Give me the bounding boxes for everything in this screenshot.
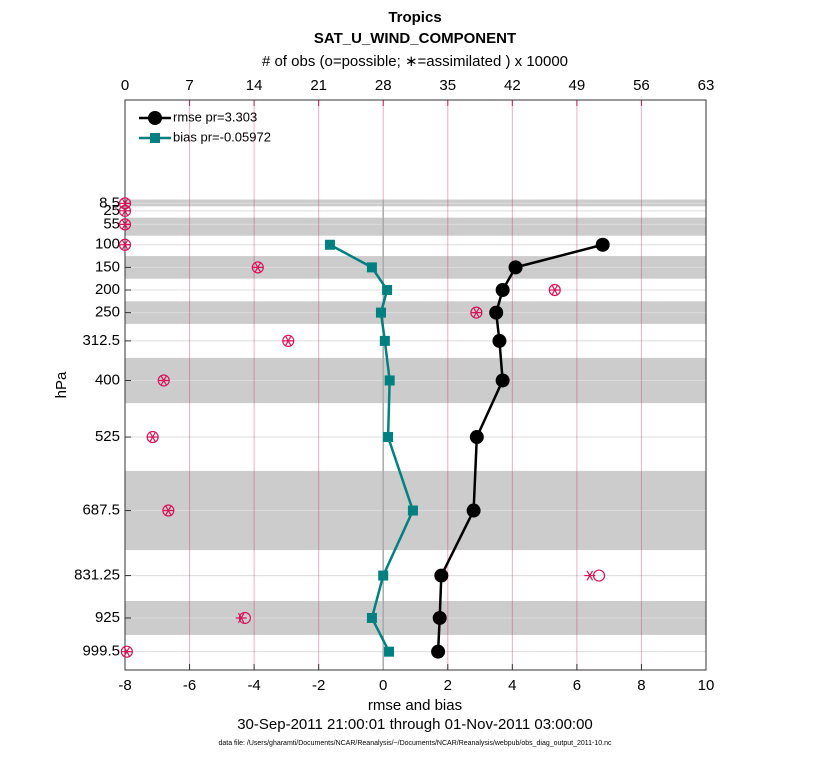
y-tick-label: 200 xyxy=(95,281,120,298)
obs-assimilated xyxy=(147,431,159,443)
rmse-marker xyxy=(495,283,510,297)
rmse-marker xyxy=(508,260,523,275)
y-tick-label: 312.5 xyxy=(82,332,120,349)
y-tick-label: 150 xyxy=(95,258,120,275)
plot-frame xyxy=(124,99,707,671)
obs-assimilated xyxy=(119,219,131,230)
obs-assimilated xyxy=(252,262,264,273)
obs-assimilated xyxy=(162,505,174,516)
bias-marker xyxy=(378,570,389,581)
x2-tick-label: 7 xyxy=(185,77,193,94)
bias-marker xyxy=(366,262,377,273)
rmse-marker xyxy=(431,644,446,659)
rmse-marker xyxy=(432,610,447,625)
y-tick-label: 55 xyxy=(103,215,120,232)
x-tick-label: -6 xyxy=(183,677,196,694)
bias-marker xyxy=(383,432,394,443)
obs-assimilated xyxy=(121,646,133,657)
bias-marker xyxy=(375,307,386,318)
x-tick-label: 0 xyxy=(379,677,387,694)
rmse-marker xyxy=(492,333,507,348)
y-tick-label: 687.5 xyxy=(82,502,120,519)
legend-marker xyxy=(150,133,160,143)
y-axis-label: hPa xyxy=(53,371,70,398)
x-tick-label: 4 xyxy=(508,677,516,694)
x2-tick-label: 14 xyxy=(246,77,263,94)
bias-marker xyxy=(382,285,393,295)
x2-tick-label: 0 xyxy=(121,77,129,94)
rmse-marker xyxy=(495,373,510,388)
footnote: data file: /Users/gharamti/Documents/NCA… xyxy=(218,740,612,747)
y-tick-label: 925 xyxy=(95,609,120,626)
obs-assimilated xyxy=(158,375,170,386)
obs-assimilated xyxy=(549,284,561,296)
x2-tick-label: 56 xyxy=(633,77,650,94)
x-tick-label: 10 xyxy=(698,677,715,694)
rmse-marker xyxy=(466,503,481,518)
x-tick-label: -4 xyxy=(247,677,260,694)
x2-tick-label: 21 xyxy=(310,77,327,94)
obs-assimilated xyxy=(470,307,482,318)
x-tick-label: -2 xyxy=(312,677,325,694)
legend-label: bias pr=-0.05972 xyxy=(173,129,271,144)
bias-marker xyxy=(324,239,335,250)
x2-tick-label: 35 xyxy=(439,77,456,94)
y-tick-label: 25 xyxy=(103,202,120,219)
x-tick-label: 6 xyxy=(573,677,581,694)
y-tick-label: 525 xyxy=(95,428,120,445)
obs-assimilated xyxy=(119,239,131,250)
bias-marker xyxy=(366,612,377,623)
layer-band xyxy=(125,217,706,236)
chart-title: Tropics xyxy=(388,9,441,26)
y-tick-label: 8.5 xyxy=(99,194,120,211)
rmse-marker xyxy=(489,305,504,320)
x-tick-label: 2 xyxy=(444,677,452,694)
x2-tick-label: 49 xyxy=(569,77,586,94)
x-axis-label: rmse and bias xyxy=(368,697,462,714)
bias-marker xyxy=(407,505,418,516)
x2-tick-label: 28 xyxy=(375,77,392,94)
obs-assimilated xyxy=(119,205,131,216)
rmse-marker xyxy=(595,237,610,252)
obs-assimilated xyxy=(282,335,294,346)
x2-axis-label: # of obs (o=possible; ∗=assimilated ) x … xyxy=(262,53,568,70)
rmse-marker xyxy=(469,430,484,445)
chart-subtitle: SAT_U_WIND_COMPONENT xyxy=(314,30,516,47)
rmse-marker xyxy=(434,568,449,583)
legend-label: rmse pr=3.303 xyxy=(173,109,257,124)
bias-marker xyxy=(379,335,390,346)
obs-assimilated xyxy=(584,570,596,581)
x-tick-label: 8 xyxy=(637,677,645,694)
x-tick-label: -8 xyxy=(118,677,131,694)
bias-marker xyxy=(384,375,395,386)
obs-assimilated xyxy=(235,612,247,624)
date-range: 30-Sep-2011 21:00:01 through 01-Nov-2011… xyxy=(237,716,593,733)
bias-marker xyxy=(384,646,395,657)
x2-tick-label: 42 xyxy=(504,77,521,94)
y-tick-label: 400 xyxy=(95,371,120,388)
y-tick-label: 999.5 xyxy=(82,643,120,660)
y-tick-label: 250 xyxy=(95,304,120,321)
y-tick-label: 100 xyxy=(95,236,120,253)
legend-marker xyxy=(148,111,162,125)
y-tick-label: 831.25 xyxy=(74,567,120,584)
x2-tick-label: 63 xyxy=(698,77,715,94)
